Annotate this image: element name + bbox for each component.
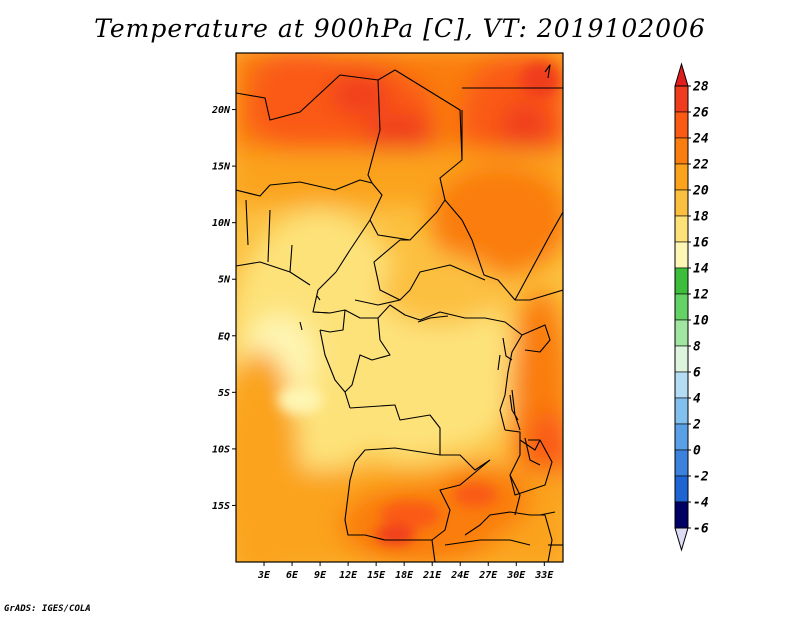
lat-tick-label: 20N <box>211 105 231 116</box>
longitude-axis: 3E 6E 9E 12E 15E 18E 21E 24E 27E 30E 33E <box>257 562 554 581</box>
colorbar-band-0 <box>674 449 689 477</box>
lat-tick-label: 10S <box>212 444 230 455</box>
lat-tick-label: 5N <box>218 275 231 286</box>
colorbar-band-14 <box>674 267 689 295</box>
colorbar-label: 10 <box>693 314 709 329</box>
colorbar-label: 28 <box>692 80 709 95</box>
colorbar-label: 24 <box>692 132 709 147</box>
colorbar-label: 6 <box>693 366 701 381</box>
colorbar-label: -6 <box>693 522 709 537</box>
temperature-field <box>236 53 563 562</box>
latitude-axis: 20N 15N 10N 5N EQ 5S 10S 15S <box>211 105 236 512</box>
colorbar-bottom-arrow <box>674 527 689 552</box>
lat-tick-label: 5S <box>218 388 230 399</box>
colorbar-label: 26 <box>692 106 709 121</box>
colorbar-band-deepest <box>674 501 689 529</box>
colorbar-label: 12 <box>693 288 709 303</box>
colorbar-top-arrow <box>674 62 689 87</box>
colorbar-band-4 <box>674 397 689 425</box>
colorbar-label: 8 <box>693 340 701 355</box>
colorbar-band-2 <box>674 423 689 451</box>
grads-credit: GrADS: IGES/COLA <box>4 604 91 614</box>
lon-tick-label: 24E <box>450 570 470 581</box>
colorbar-outline <box>674 85 689 529</box>
colorbar-band-12 <box>674 293 689 321</box>
colorbar-band-6 <box>674 371 689 399</box>
colorbar-label: 14 <box>693 262 709 277</box>
lon-tick-label: 21E <box>422 570 442 581</box>
colorbar-label: 4 <box>693 392 701 407</box>
colorbar-band-10 <box>674 319 689 347</box>
colorbar-band-18 <box>674 215 689 243</box>
lon-tick-label: 33E <box>534 570 554 581</box>
colorbar-band-28 <box>674 85 689 113</box>
lat-tick-label: 10N <box>212 218 231 229</box>
lon-tick-label: 15E <box>367 570 386 581</box>
colorbar-band-16 <box>674 241 689 269</box>
lon-tick-label: 9E <box>314 570 327 581</box>
lat-tick-label: 15S <box>212 501 230 512</box>
lat-tick-label: EQ <box>218 331 230 342</box>
colorbar-label: -2 <box>693 470 709 485</box>
lat-tick-label: 15N <box>212 162 231 173</box>
lon-tick-label: 6E <box>286 570 299 581</box>
lon-tick-label: 30E <box>506 570 526 581</box>
lon-tick-label: 12E <box>339 570 358 581</box>
colorbar-band-24 <box>674 137 689 165</box>
lon-tick-label: 27E <box>478 570 498 581</box>
colorbar-band--2 <box>674 475 689 503</box>
lon-tick-label: 18E <box>395 570 414 581</box>
colorbar-label: 20 <box>692 184 709 199</box>
colorbar-band-22 <box>674 163 689 191</box>
colorbar-band-26 <box>674 111 689 139</box>
map-frame <box>235 52 564 563</box>
lon-tick-label: 3E <box>257 570 271 581</box>
colorbar-label: 2 <box>692 418 701 433</box>
colorbar-label: 16 <box>693 236 709 251</box>
country-borders <box>236 64 563 562</box>
colorbar-label: -4 <box>693 496 709 511</box>
map-title: Temperature at 900hPa [C], VT: 201910200… <box>94 14 706 43</box>
colorbar-band-20 <box>674 189 689 217</box>
colorbar-label: 22 <box>692 158 709 173</box>
colorbar-label: 18 <box>693 210 709 225</box>
colorbar-label: 0 <box>693 444 701 459</box>
colorbar-band-8 <box>674 345 689 373</box>
